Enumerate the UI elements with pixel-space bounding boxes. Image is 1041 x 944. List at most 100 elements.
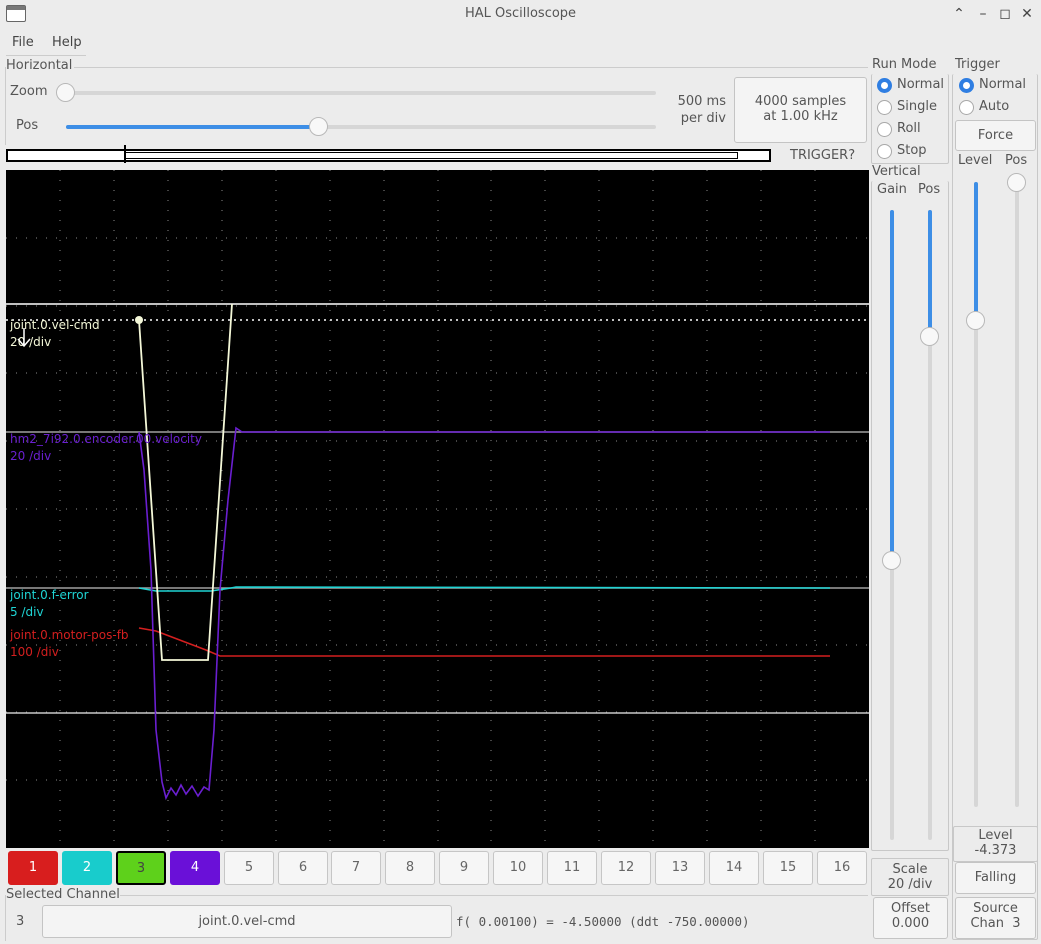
channel-button-14[interactable]: 14: [709, 851, 759, 885]
selected-channel-number: 3: [16, 914, 25, 929]
sample-rate: at 1.00 kHz: [763, 109, 838, 124]
trace-label-encoder-velocity: hm2_7i92.0.encoder.00.velocity: [10, 432, 202, 446]
pos-label: Pos: [16, 118, 39, 133]
trigger-mode-radio-auto[interactable]: [959, 100, 974, 115]
trace-label-vel-cmd: joint.0.vel-cmd: [9, 318, 100, 332]
trigger-level-slider-track[interactable]: [974, 182, 978, 807]
offset-label: Offset: [890, 901, 931, 916]
channel-button-1[interactable]: 1: [8, 851, 58, 885]
close-icon[interactable]: ✕: [1021, 6, 1033, 22]
app-window-icon: [6, 5, 26, 22]
pos-slider-fill: [66, 125, 318, 129]
channel-button-13[interactable]: 13: [655, 851, 705, 885]
run-mode-frame: [871, 74, 949, 164]
zoom-label: Zoom: [10, 84, 48, 99]
trigger-level-value: -4.373: [974, 843, 1017, 858]
trigger-level-label: Level: [958, 153, 993, 168]
record-position-bar[interactable]: [6, 145, 771, 163]
trigger-source-button[interactable]: Source Chan 3: [955, 897, 1036, 939]
trigger-mode-option-auto[interactable]: Auto: [979, 99, 1010, 114]
run-mode-option-single[interactable]: Single: [897, 99, 937, 114]
gain-slider-fill: [890, 210, 894, 560]
channel-button-4[interactable]: 4: [170, 851, 220, 885]
trigger-edge-button[interactable]: Falling: [955, 862, 1036, 894]
sample-rate-button[interactable]: 4000 samples at 1.00 kHz: [734, 77, 867, 143]
vertical-pos-slider-track[interactable]: [928, 210, 932, 840]
vertical-scale-label: Scale: [892, 862, 928, 877]
window-title: HAL Oscilloscope: [464, 6, 577, 21]
run-mode-radio-roll[interactable]: [877, 122, 892, 137]
shade-icon[interactable]: ⌃: [953, 6, 965, 22]
trigger-edge-arrow-icon: [17, 328, 31, 348]
trigger-source-channel: Chan 3: [970, 916, 1021, 931]
trigger-level-slider-handle[interactable]: [966, 311, 985, 330]
vertical-pos-slider-fill: [928, 210, 932, 336]
channel-button-2[interactable]: 2: [62, 851, 112, 885]
channel-button-9[interactable]: 9: [439, 851, 489, 885]
channel-button-8[interactable]: 8: [385, 851, 435, 885]
channel-button-16[interactable]: 16: [817, 851, 867, 885]
trace-vel-cmd: [138, 303, 233, 661]
selected-channel-label: Selected Channel: [6, 887, 120, 902]
trigger-level-value-label: Level: [978, 828, 1013, 843]
run-mode-radio-single[interactable]: [877, 100, 892, 115]
force-trigger-button[interactable]: Force: [955, 120, 1036, 151]
run-mode-option-roll[interactable]: Roll: [897, 121, 921, 136]
sample-count: 4000 samples: [754, 94, 847, 109]
run-mode-radio-normal[interactable]: [877, 78, 892, 93]
trigger-source-label: Source: [973, 901, 1018, 916]
trigger-mode-radio-normal[interactable]: [959, 78, 974, 93]
run-mode-radio-stop[interactable]: [877, 144, 892, 159]
zoom-slider-handle[interactable]: [56, 83, 75, 102]
vertical-group-frame: [871, 181, 949, 851]
channel-button-5[interactable]: 5: [224, 851, 274, 885]
maximize-icon[interactable]: ◻: [999, 6, 1011, 22]
title-bar: HAL Oscilloscope ⌃ – ◻ ✕: [0, 0, 1041, 30]
vertical-gain-label: Gain: [877, 182, 907, 197]
record-view-window: [125, 152, 738, 159]
channel-button-15[interactable]: 15: [763, 851, 813, 885]
trace-scale-f-error: 5 /div: [10, 605, 44, 619]
trigger-pos-slider-handle[interactable]: [1007, 173, 1026, 192]
channel-button-3[interactable]: 3: [116, 851, 166, 885]
offset-value: 0.000: [891, 916, 930, 931]
scope-plot: joint.0.vel-cmd 20 /div hm2_7i92.0.encod…: [6, 170, 869, 848]
trigger-point-marker: [135, 316, 143, 324]
selected-channel-border-left: [5, 895, 6, 941]
vertical-pos-label: Pos: [918, 182, 941, 197]
minimize-icon[interactable]: –: [979, 6, 987, 22]
horizontal-group-label: Horizontal: [6, 58, 73, 73]
vertical-group-label: Vertical: [872, 164, 921, 179]
zoom-slider-track[interactable]: [66, 91, 656, 95]
selected-channel-border: [120, 895, 868, 896]
pos-slider-handle[interactable]: [309, 117, 328, 136]
run-mode-option-normal[interactable]: Normal: [897, 77, 945, 92]
trigger-pos-label: Pos: [1005, 153, 1028, 168]
vertical-pos-slider-handle[interactable]: [920, 327, 939, 346]
trigger-level-slider-fill: [974, 182, 978, 320]
trigger-group-label: Trigger: [955, 57, 1000, 72]
trace-scale-vel-cmd: 20 /div: [10, 335, 51, 349]
selected-channel-name-button[interactable]: joint.0.vel-cmd: [42, 905, 452, 938]
horizontal-group-border-left: [5, 67, 6, 145]
gain-slider-handle[interactable]: [882, 551, 901, 570]
channel-button-10[interactable]: 10: [493, 851, 543, 885]
vertical-scale-box: Scale 20 /div: [871, 858, 949, 896]
trace-scale-motor-pos-fb: 100 /div: [10, 645, 59, 659]
vertical-offset-button[interactable]: Offset 0.000: [873, 897, 948, 939]
channel-button-7[interactable]: 7: [331, 851, 381, 885]
trigger-position-marker: [124, 145, 126, 163]
run-mode-option-stop[interactable]: Stop: [897, 143, 927, 158]
scope-display[interactable]: joint.0.vel-cmd 20 /div hm2_7i92.0.encod…: [6, 170, 869, 848]
channel-button-12[interactable]: 12: [601, 851, 651, 885]
trigger-mode-option-normal[interactable]: Normal: [979, 77, 1027, 92]
trace-label-f-error: joint.0.f-error: [9, 588, 89, 602]
pos-slider-track[interactable]: [66, 125, 656, 129]
menu-file[interactable]: File: [12, 35, 34, 50]
trigger-level-box: Level -4.373: [953, 826, 1038, 862]
time-scale-value: 500 ms: [677, 94, 726, 109]
channel-button-6[interactable]: 6: [278, 851, 328, 885]
menu-help[interactable]: Help: [52, 35, 82, 50]
trigger-pos-slider-track[interactable]: [1015, 182, 1019, 807]
channel-button-11[interactable]: 11: [547, 851, 597, 885]
